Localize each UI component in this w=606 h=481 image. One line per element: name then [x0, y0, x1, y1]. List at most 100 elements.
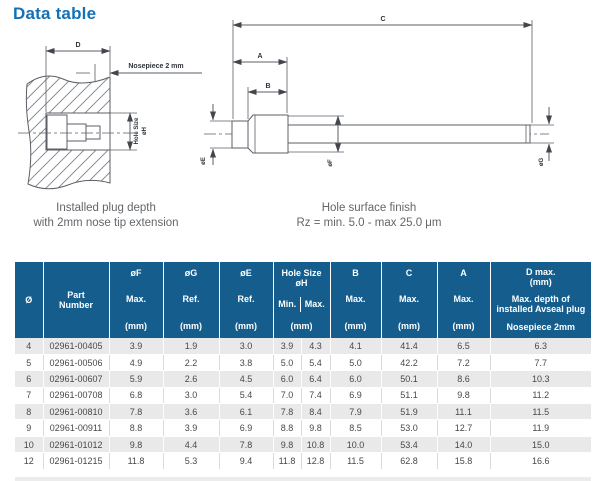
table-cell: 42.2 — [380, 354, 438, 372]
table-cell: 02961-00810 — [42, 403, 109, 421]
table-cell: 10 — [15, 436, 43, 454]
table-cell: 41.4 — [380, 338, 438, 355]
table-cell: 02961-00911 — [42, 419, 109, 437]
col-header-b: B Max. (mm) — [329, 262, 382, 338]
caption-line: Installed plug depth — [56, 202, 156, 214]
table-cell: 50.1 — [380, 370, 438, 388]
table-cell: 8.4 — [300, 403, 331, 421]
table-cell: 02961-00405 — [42, 338, 109, 355]
table-cell: 6.0 — [272, 370, 301, 388]
dia-label-of: øF — [328, 159, 334, 167]
table-cell: 7.8 — [218, 436, 273, 454]
table-cell: 53.0 — [380, 419, 438, 437]
table-cell: 6.4 — [300, 370, 331, 388]
table-cell: 5.9 — [108, 370, 163, 388]
table-cell: 6.0 — [329, 370, 382, 388]
plug-nose-tip — [231, 120, 249, 149]
data-table-wrap: Ø Part Number øF Max. (mm) — [15, 262, 592, 470]
table-cell: 9.8 — [272, 436, 301, 454]
caption-line: Hole surface finish — [321, 202, 417, 214]
caption-line: with 2mm nose tip extension — [33, 216, 179, 229]
dim-label-d: D — [75, 42, 80, 49]
dim-label-a: A — [257, 53, 262, 60]
table-cell: 7.0 — [272, 387, 301, 405]
table-cell: 12.7 — [436, 419, 491, 437]
table-cell: 6.5 — [436, 338, 491, 355]
table-cell: 1.9 — [162, 338, 219, 355]
table-cell: 11.8 — [108, 452, 163, 470]
dia-label-oe: øE — [201, 157, 207, 165]
table-cell: 7.8 — [272, 403, 301, 421]
table-cell: 7.7 — [489, 354, 592, 372]
table-cell: 7.8 — [108, 403, 163, 421]
table-cell: 9.8 — [108, 436, 163, 454]
table-cell: 7.2 — [436, 354, 491, 372]
table-cell: 15.0 — [489, 436, 592, 454]
table-cell: 9.4 — [218, 452, 273, 470]
table-cell: 62.8 — [380, 452, 438, 470]
table-cell: 2.2 — [162, 354, 219, 372]
dim-label-c: C — [380, 16, 385, 23]
header-divider — [300, 297, 301, 313]
col-header-c: C Max. (mm) — [380, 262, 438, 338]
table-cell: 9.8 — [300, 419, 331, 437]
table-cell: 5.4 — [218, 387, 273, 405]
table-cell: 3.9 — [108, 338, 163, 355]
table-cell: 53.4 — [380, 436, 438, 454]
table-cell: 14.0 — [436, 436, 491, 454]
table-cell: 8 — [15, 403, 43, 421]
table-body: 4 02961-00405 3.9 1.9 3.0 3.9 4.3 4.1 41.4 6.5 6.3… — [15, 338, 592, 470]
table-cell: 11.1 — [436, 403, 491, 421]
table-cell: 4 — [15, 338, 43, 355]
table-cell: 11.5 — [329, 452, 382, 470]
caption-line: Rz = min. 5.0 - max 25.0 μm — [296, 216, 442, 229]
table-cell: 4.3 — [300, 338, 331, 355]
table-cell: 11.5 — [489, 403, 592, 421]
table-row: 10 02961-01012 9.8 4.4 7.8 9.8 10.8 10.0 53.4 14.… — [15, 436, 592, 454]
table-cell: 11.9 — [489, 419, 592, 437]
table-cell: 12.8 — [300, 452, 331, 470]
col-header-a: A Max. (mm) — [436, 262, 491, 338]
table-row: 12 02961-01215 11.8 5.3 9.4 11.8 12.8 11.5 62.8 1… — [15, 452, 592, 470]
table-cell: 3.6 — [162, 403, 219, 421]
table-cell: 8.5 — [329, 419, 382, 437]
data-table: Ø Part Number øF Max. (mm) — [15, 262, 592, 470]
table-cell: 8.8 — [108, 419, 163, 437]
table-cell: 4.4 — [162, 436, 219, 454]
table-cell: 2.6 — [162, 370, 219, 388]
table-cell: 16.6 — [489, 452, 592, 470]
table-cell: 5.0 — [272, 354, 301, 372]
table-bottom-strip — [15, 477, 591, 481]
right-diagram-caption: Hole surface finish Rz = min. 5.0 - max … — [258, 201, 480, 230]
table-cell: 4.5 — [218, 370, 273, 388]
table-cell: 7.9 — [329, 403, 382, 421]
plug-mandrel-stem — [287, 124, 531, 144]
col-header-of: øF Max. (mm) — [108, 262, 163, 338]
table-cell: 15.8 — [436, 452, 491, 470]
table-cell: 3.8 — [218, 354, 273, 372]
left-diagram-caption: Installed plug depth with 2mm nose tip e… — [8, 201, 204, 230]
table-cell: 3.0 — [162, 387, 219, 405]
table-row: 6 02961-00607 5.9 2.6 4.5 6.0 6.4 6.0 50.1 8.6 10.… — [15, 370, 592, 388]
table-cell: 02961-01012 — [42, 436, 109, 454]
table-row: 4 02961-00405 3.9 1.9 3.0 3.9 4.3 4.1 41.4 6.5 6.3 — [15, 338, 592, 355]
hole-size-label-line1: Hole Size — [134, 117, 140, 144]
table-cell: 11.2 — [489, 387, 592, 405]
table-cell: 02961-00607 — [42, 370, 109, 388]
nosepiece-label: Nosepiece 2 mm — [128, 63, 183, 70]
table-cell: 8.8 — [272, 419, 301, 437]
dia-label-og: øG — [539, 158, 545, 167]
table-cell: 7.4 — [300, 387, 331, 405]
table-cell: 4.1 — [329, 338, 382, 355]
col-header-part-number: Part Number — [42, 262, 109, 338]
table-cell: 8.6 — [436, 370, 491, 388]
table-cell: 6.9 — [218, 419, 273, 437]
table-cell: 5 — [15, 354, 43, 372]
table-cell: 12 — [15, 452, 43, 470]
table-cell: 3.0 — [218, 338, 273, 355]
table-cell: 9 — [15, 419, 43, 437]
table-cell: 6.9 — [329, 387, 382, 405]
table-header-row: Ø Part Number øF Max. (mm) — [15, 262, 592, 338]
table-cell: 02961-01215 — [42, 452, 109, 470]
table-cell: 6.1 — [218, 403, 273, 421]
